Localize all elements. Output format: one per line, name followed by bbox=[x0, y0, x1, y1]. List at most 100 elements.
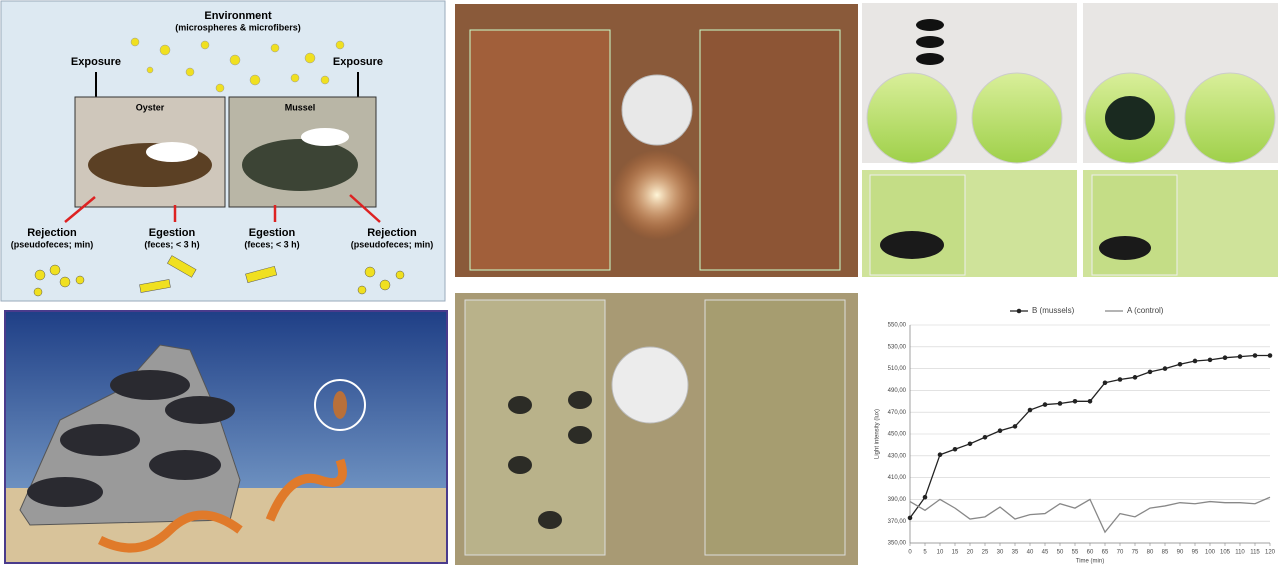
data-point bbox=[968, 442, 973, 447]
x-tick-label: 65 bbox=[1102, 550, 1109, 556]
x-tick-label: 15 bbox=[952, 550, 959, 556]
x-tick-label: 70 bbox=[1117, 550, 1124, 556]
tank bbox=[700, 30, 840, 270]
y-axis-label: Light intensity (lux) bbox=[875, 409, 881, 459]
legend-marker bbox=[1017, 309, 1022, 314]
data-point bbox=[998, 428, 1003, 433]
x-tick-label: 75 bbox=[1132, 550, 1139, 556]
y-tick-label: 350,00 bbox=[888, 541, 907, 547]
tank bbox=[705, 300, 845, 555]
data-point bbox=[1268, 353, 1273, 358]
chart-panel bbox=[862, 293, 1278, 565]
y-tick-label: 410,00 bbox=[888, 475, 907, 481]
x-tick-label: 80 bbox=[1147, 550, 1154, 556]
x-tick-label: 120 bbox=[1265, 550, 1276, 556]
bucket bbox=[612, 347, 688, 423]
exposure-label: Exposure bbox=[71, 56, 121, 68]
mussels bbox=[1105, 96, 1155, 140]
data-point bbox=[1178, 362, 1183, 367]
diagram-title: Environment bbox=[204, 10, 272, 22]
data-point bbox=[1088, 399, 1093, 404]
x-tick-label: 45 bbox=[1042, 550, 1049, 556]
feces bbox=[333, 391, 347, 419]
data-point bbox=[1148, 370, 1153, 375]
mussels bbox=[880, 231, 944, 259]
callout bbox=[301, 128, 349, 146]
mussels bbox=[1099, 236, 1151, 260]
x-axis-label: Time (min) bbox=[1076, 559, 1104, 565]
x-tick-label: 105 bbox=[1220, 550, 1231, 556]
legend-label: A (control) bbox=[1127, 306, 1164, 315]
x-tick-label: 90 bbox=[1177, 550, 1184, 556]
data-point bbox=[1133, 375, 1138, 380]
data-point bbox=[1208, 358, 1213, 363]
x-tick-label: 115 bbox=[1250, 550, 1260, 556]
bucket bbox=[622, 75, 692, 145]
data-point bbox=[923, 495, 928, 500]
data-point bbox=[1103, 380, 1108, 385]
outcome-label: Rejection bbox=[367, 227, 417, 239]
data-point bbox=[1223, 355, 1228, 360]
oyster-label: Oyster bbox=[136, 102, 165, 112]
figure: Environment (microspheres & microfibers)… bbox=[0, 0, 1278, 565]
y-tick-label: 510,00 bbox=[888, 366, 907, 372]
y-tick-label: 530,00 bbox=[888, 344, 907, 350]
x-tick-label: 110 bbox=[1235, 550, 1245, 556]
data-point bbox=[1073, 399, 1078, 404]
mussel-shell bbox=[242, 139, 358, 191]
data-point bbox=[953, 447, 958, 452]
data-point bbox=[1238, 354, 1243, 359]
x-tick-label: 30 bbox=[997, 550, 1004, 556]
data-point bbox=[1013, 424, 1018, 429]
outcome-label: Rejection bbox=[27, 227, 77, 239]
mussel bbox=[916, 53, 944, 65]
outcome-label: Egestion bbox=[149, 227, 196, 239]
y-tick-label: 370,00 bbox=[888, 519, 907, 525]
x-tick-label: 85 bbox=[1162, 550, 1169, 556]
jar bbox=[1092, 175, 1177, 275]
tank bbox=[470, 30, 610, 270]
y-tick-label: 450,00 bbox=[888, 432, 907, 438]
lamp-glow bbox=[612, 150, 702, 240]
data-point bbox=[1163, 366, 1168, 371]
exposure-label: Exposure bbox=[333, 56, 383, 68]
x-tick-label: 25 bbox=[982, 550, 989, 556]
outcome-detail: (feces; < 3 h) bbox=[144, 239, 199, 249]
data-point bbox=[1118, 377, 1123, 382]
outcome-detail: (feces; < 3 h) bbox=[244, 239, 299, 249]
x-tick-label: 55 bbox=[1072, 550, 1079, 556]
x-tick-label: 95 bbox=[1192, 550, 1199, 556]
mussel-label: Mussel bbox=[285, 102, 316, 112]
x-tick-label: 35 bbox=[1012, 550, 1019, 556]
data-point bbox=[1058, 401, 1063, 406]
data-point bbox=[1028, 408, 1033, 413]
x-tick-label: 20 bbox=[967, 550, 974, 556]
y-tick-label: 390,00 bbox=[888, 497, 907, 503]
data-point bbox=[1043, 402, 1048, 407]
legend-label: B (mussels) bbox=[1032, 306, 1075, 315]
y-tick-label: 550,00 bbox=[888, 323, 907, 329]
x-tick-label: 60 bbox=[1087, 550, 1094, 556]
x-tick-label: 10 bbox=[937, 550, 944, 556]
mussel bbox=[916, 36, 944, 48]
outcome-detail: (pseudofeces; min) bbox=[351, 239, 434, 249]
x-tick-label: 40 bbox=[1027, 550, 1034, 556]
data-point bbox=[938, 452, 943, 457]
data-point bbox=[908, 516, 913, 521]
y-tick-label: 470,00 bbox=[888, 410, 907, 416]
outcome-detail: (pseudofeces; min) bbox=[11, 239, 94, 249]
callout bbox=[146, 142, 198, 162]
y-tick-label: 430,00 bbox=[888, 453, 907, 459]
data-point bbox=[1193, 359, 1198, 364]
data-point bbox=[983, 435, 988, 440]
mussel bbox=[916, 19, 944, 31]
jar bbox=[870, 175, 965, 275]
data-point bbox=[1253, 353, 1258, 358]
beaker bbox=[1185, 73, 1275, 163]
diagram-subtitle: (microspheres & microfibers) bbox=[175, 22, 301, 32]
x-tick-label: 50 bbox=[1057, 550, 1064, 556]
outcome-label: Egestion bbox=[249, 227, 296, 239]
beaker bbox=[867, 73, 957, 163]
x-tick-label: 100 bbox=[1205, 550, 1216, 556]
y-tick-label: 490,00 bbox=[888, 388, 907, 394]
